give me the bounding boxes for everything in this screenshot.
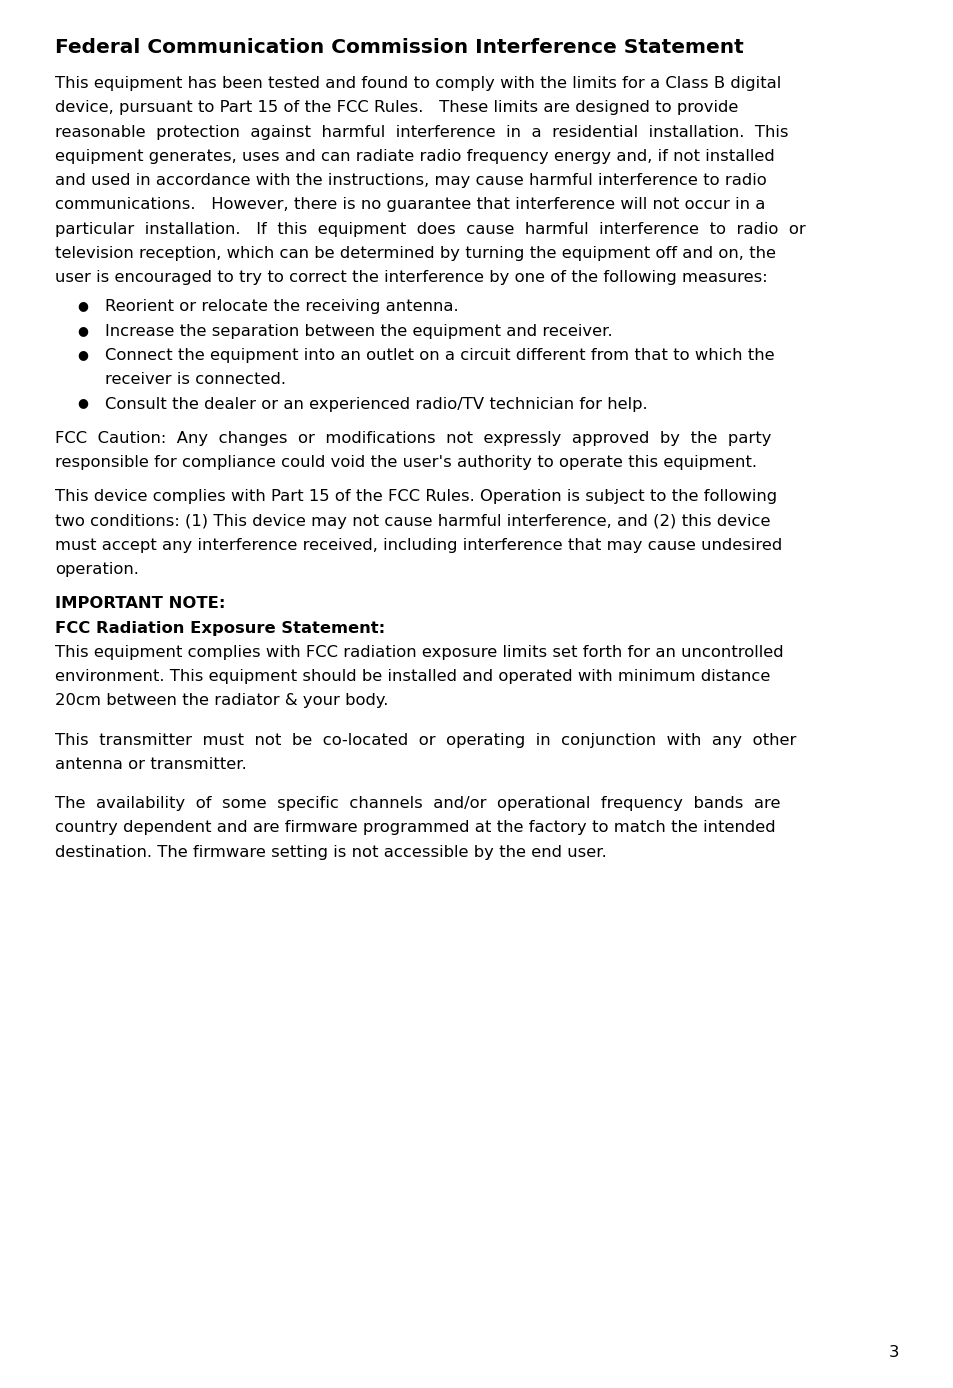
Text: television reception, which can be determined by turning the equipment off and o: television reception, which can be deter…	[55, 246, 775, 261]
Text: operation.: operation.	[55, 562, 139, 577]
Text: ●: ●	[77, 348, 88, 361]
Text: ●: ●	[77, 397, 88, 409]
Text: Consult the dealer or an experienced radio/TV technician for help.: Consult the dealer or an experienced rad…	[105, 397, 647, 411]
Text: Federal Communication Commission Interference Statement: Federal Communication Commission Interfe…	[55, 37, 743, 57]
Text: This equipment has been tested and found to comply with the limits for a Class B: This equipment has been tested and found…	[55, 76, 781, 92]
Text: Connect the equipment into an outlet on a circuit different from that to which t: Connect the equipment into an outlet on …	[105, 348, 774, 364]
Text: FCC  Caution:  Any  changes  or  modifications  not  expressly  approved  by  th: FCC Caution: Any changes or modification…	[55, 430, 771, 446]
Text: FCC Radiation Exposure Statement:: FCC Radiation Exposure Statement:	[55, 620, 385, 636]
Text: 20cm between the radiator & your body.: 20cm between the radiator & your body.	[55, 694, 388, 708]
Text: equipment generates, uses and can radiate radio frequency energy and, if not ins: equipment generates, uses and can radiat…	[55, 149, 774, 164]
Text: This equipment complies with FCC radiation exposure limits set forth for an unco: This equipment complies with FCC radiati…	[55, 645, 782, 659]
Text: antenna or transmitter.: antenna or transmitter.	[55, 756, 247, 772]
Text: The  availability  of  some  specific  channels  and/or  operational  frequency : The availability of some specific channe…	[55, 797, 780, 811]
Text: responsible for compliance could void the user's authority to operate this equip: responsible for compliance could void th…	[55, 455, 757, 471]
Text: ●: ●	[77, 323, 88, 337]
Text: must accept any interference received, including interference that may cause und: must accept any interference received, i…	[55, 537, 781, 552]
Text: user is encouraged to try to correct the interference by one of the following me: user is encouraged to try to correct the…	[55, 271, 767, 286]
Text: two conditions: (1) This device may not cause harmful interference, and (2) this: two conditions: (1) This device may not …	[55, 514, 770, 529]
Text: Increase the separation between the equipment and receiver.: Increase the separation between the equi…	[105, 323, 612, 339]
Text: country dependent and are firmware programmed at the factory to match the intend: country dependent and are firmware progr…	[55, 820, 775, 836]
Text: communications.   However, there is no guarantee that interference will not occu: communications. However, there is no gua…	[55, 197, 764, 212]
Text: device, pursuant to Part 15 of the FCC Rules.   These limits are designed to pro: device, pursuant to Part 15 of the FCC R…	[55, 100, 738, 115]
Text: 3: 3	[887, 1345, 898, 1360]
Text: ●: ●	[77, 300, 88, 312]
Text: and used in accordance with the instructions, may cause harmful interference to : and used in accordance with the instruct…	[55, 174, 766, 189]
Text: receiver is connected.: receiver is connected.	[105, 372, 286, 387]
Text: particular  installation.   If  this  equipment  does  cause  harmful  interfere: particular installation. If this equipme…	[55, 222, 805, 237]
Text: This device complies with Part 15 of the FCC Rules. Operation is subject to the : This device complies with Part 15 of the…	[55, 490, 777, 504]
Text: Reorient or relocate the receiving antenna.: Reorient or relocate the receiving anten…	[105, 300, 458, 315]
Text: This  transmitter  must  not  be  co-located  or  operating  in  conjunction  wi: This transmitter must not be co-located …	[55, 733, 796, 748]
Text: reasonable  protection  against  harmful  interference  in  a  residential  inst: reasonable protection against harmful in…	[55, 125, 788, 140]
Text: destination. The firmware setting is not accessible by the end user.: destination. The firmware setting is not…	[55, 845, 606, 859]
Text: IMPORTANT NOTE:: IMPORTANT NOTE:	[55, 597, 225, 611]
Text: environment. This equipment should be installed and operated with minimum distan: environment. This equipment should be in…	[55, 669, 770, 684]
